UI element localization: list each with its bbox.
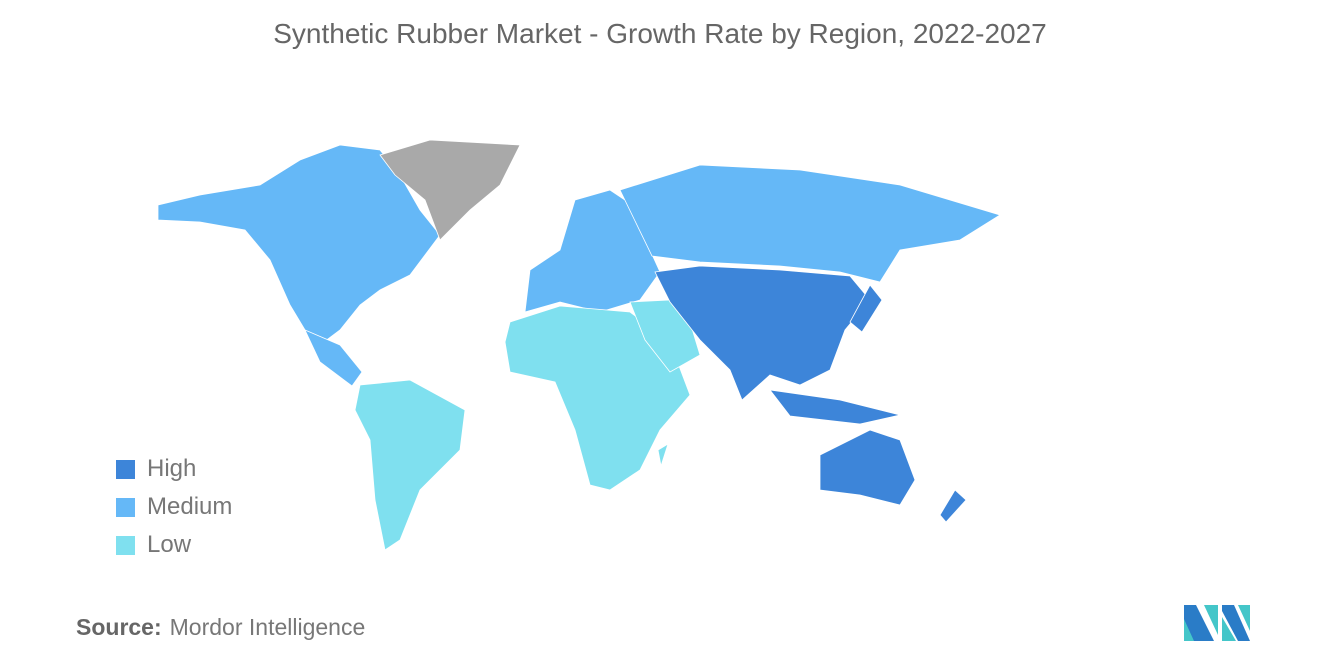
region-north-america: [157, 144, 441, 346]
region-africa: [657, 443, 669, 467]
legend-item-high: High: [116, 450, 232, 488]
legend: High Medium Low: [116, 450, 232, 564]
region-russia: [619, 164, 1001, 283]
chart-title: Synthetic Rubber Market - Growth Rate by…: [273, 18, 1047, 49]
region-greenland: [379, 139, 521, 241]
mordor-logo: [1184, 605, 1250, 641]
region-south-america: [354, 379, 466, 551]
legend-swatch: [116, 535, 135, 555]
legend-item-medium: Medium: [116, 488, 232, 526]
legend-label: Low: [147, 531, 192, 558]
source: Source: Mordor Intelligence: [76, 614, 365, 641]
region-asia-pacific: [769, 389, 901, 425]
region-asia-pacific: [939, 489, 967, 523]
source-label: Source:: [76, 614, 162, 640]
region-asia-pacific: [849, 284, 883, 333]
legend-label: High: [147, 455, 197, 482]
source-value: Mordor Intelligence: [169, 614, 366, 640]
legend-swatch: [116, 497, 135, 517]
legend-item-low: Low: [116, 526, 232, 564]
region-asia-pacific: [819, 429, 916, 506]
region-asia-pacific: [654, 265, 871, 401]
legend-swatch: [116, 459, 135, 479]
region-north-america: [304, 329, 363, 387]
legend-label: Medium: [147, 493, 233, 520]
